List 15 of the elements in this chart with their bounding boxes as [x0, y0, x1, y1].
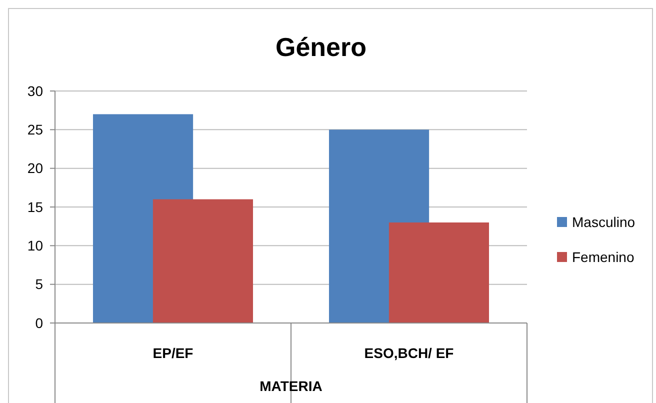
y-tick-label: 0 [35, 314, 44, 331]
y-tick-label: 25 [27, 122, 44, 138]
y-tick-label: 30 [27, 82, 44, 99]
legend-label: Femenino [572, 248, 634, 265]
y-tick-label: 15 [27, 198, 44, 215]
y-tick-label: 10 [27, 238, 44, 254]
chart-title: Género [275, 32, 367, 62]
bar [152, 199, 254, 323]
x-axis-title: MATERIA [260, 378, 322, 394]
legend-label: Masculino [572, 214, 636, 230]
y-tick-label: 20 [27, 160, 44, 176]
x-tick-label: ESO,BCH/ EF [364, 345, 454, 361]
y-tick-label: 5 [35, 276, 44, 292]
x-tick-label: EP/EF [152, 345, 194, 361]
bar [388, 222, 490, 323]
